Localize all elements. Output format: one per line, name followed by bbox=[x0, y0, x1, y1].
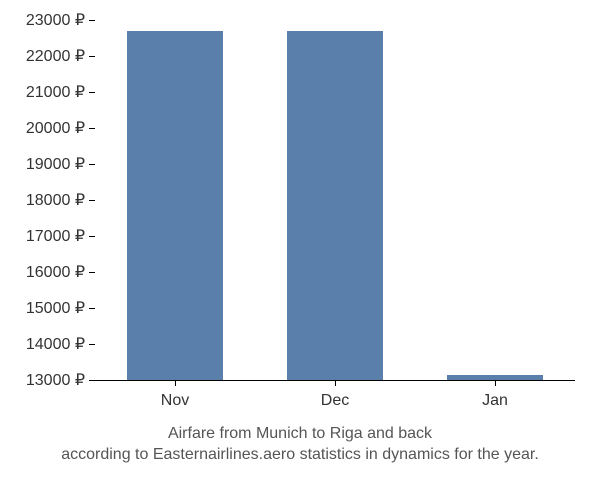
y-tick-label: 15000 ₽ bbox=[26, 298, 85, 318]
chart-caption: Airfare from Munich to Riga and back acc… bbox=[0, 424, 600, 466]
y-tick-mark bbox=[89, 380, 95, 381]
y-tick-label: 23000 ₽ bbox=[26, 10, 85, 30]
bar bbox=[287, 31, 383, 380]
airfare-bar-chart: 13000 ₽ 14000 ₽ 15000 ₽ 16000 ₽ 17000 ₽ 18000… bbox=[0, 0, 600, 500]
y-tick-mark bbox=[89, 164, 95, 165]
y-tick-mark bbox=[89, 308, 95, 309]
y-tick-mark bbox=[89, 92, 95, 93]
y-tick-mark bbox=[89, 272, 95, 273]
bar bbox=[127, 31, 223, 380]
y-tick-mark bbox=[89, 344, 95, 345]
x-tick-mark bbox=[335, 380, 336, 386]
y-tick-label: 22000 ₽ bbox=[26, 46, 85, 66]
x-tick-label: Jan bbox=[482, 392, 508, 410]
y-tick-label: 20000 ₽ bbox=[26, 118, 85, 138]
y-tick-mark bbox=[89, 56, 95, 57]
y-tick-label: 13000 ₽ bbox=[26, 370, 85, 390]
y-tick-label: 19000 ₽ bbox=[26, 154, 85, 174]
y-tick-label: 16000 ₽ bbox=[26, 262, 85, 282]
caption-line-2: according to Easternairlines.aero statis… bbox=[0, 445, 600, 466]
y-tick-mark bbox=[89, 236, 95, 237]
plot-area bbox=[95, 20, 575, 381]
y-tick-label: 18000 ₽ bbox=[26, 190, 85, 210]
x-tick-mark bbox=[175, 380, 176, 386]
y-tick-label: 14000 ₽ bbox=[26, 334, 85, 354]
x-tick-mark bbox=[495, 380, 496, 386]
y-tick-mark bbox=[89, 20, 95, 21]
caption-line-1: Airfare from Munich to Riga and back bbox=[0, 424, 600, 445]
y-tick-mark bbox=[89, 128, 95, 129]
y-tick-mark bbox=[89, 200, 95, 201]
x-tick-label: Nov bbox=[161, 392, 189, 410]
y-tick-label: 21000 ₽ bbox=[26, 82, 85, 102]
x-tick-label: Dec bbox=[321, 392, 349, 410]
y-tick-label: 17000 ₽ bbox=[26, 226, 85, 246]
